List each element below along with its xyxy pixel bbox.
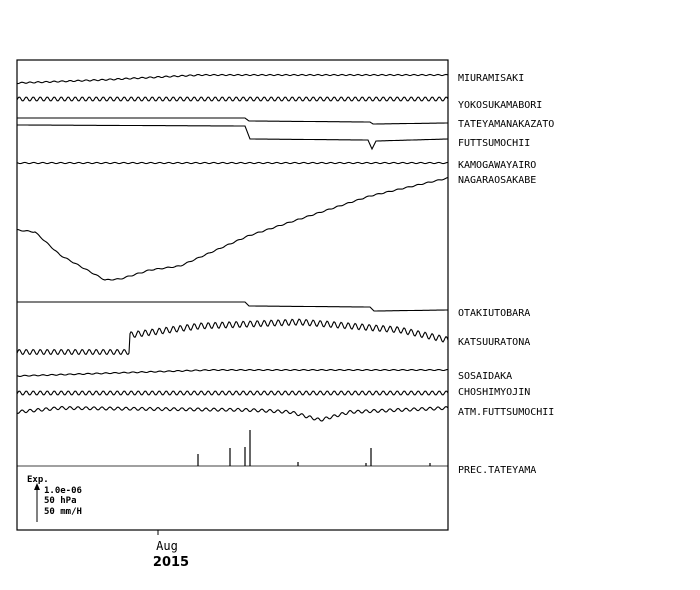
scale-label: 50 mm/H xyxy=(44,507,82,517)
x-year: 2015 xyxy=(153,555,189,570)
station-label: KATSUURATONA xyxy=(458,337,530,348)
station-label: SOSAIDAKA xyxy=(458,371,512,382)
station-label: MIURAMISAKI xyxy=(458,73,524,84)
trace xyxy=(16,405,449,422)
trace xyxy=(16,390,449,396)
station-label: OTAKIUTOBARA xyxy=(458,308,530,319)
trace xyxy=(16,176,449,281)
scale-label: 1.0e-06 xyxy=(44,486,82,496)
trace xyxy=(17,301,448,312)
trace xyxy=(16,73,449,85)
station-label: ATM.FUTTSUMOCHII xyxy=(458,407,554,418)
scale-arrow-head xyxy=(34,483,40,490)
station-label: PREC.TATEYAMA xyxy=(458,465,536,476)
station-label: TATEYAMANAKAZATO xyxy=(458,119,554,130)
station-label: FUTTSUMOCHII xyxy=(458,138,530,149)
station-label: YOKOSUKAMABORI xyxy=(458,100,542,111)
trace xyxy=(17,117,448,125)
trace xyxy=(17,124,448,151)
scale-label: 50 hPa xyxy=(44,496,77,506)
trace xyxy=(16,368,449,377)
station-label: CHOSHIMYOJIN xyxy=(458,387,530,398)
trace xyxy=(16,161,449,165)
plot-frame xyxy=(16,59,449,531)
station-label: KAMOGAWAYAIRO xyxy=(458,160,536,171)
scale-title: Exp. xyxy=(27,475,49,485)
x-month: Aug xyxy=(156,539,178,553)
trace xyxy=(16,96,449,102)
station-label: NAGARAOSAKABE xyxy=(458,175,536,186)
trace xyxy=(16,318,449,356)
